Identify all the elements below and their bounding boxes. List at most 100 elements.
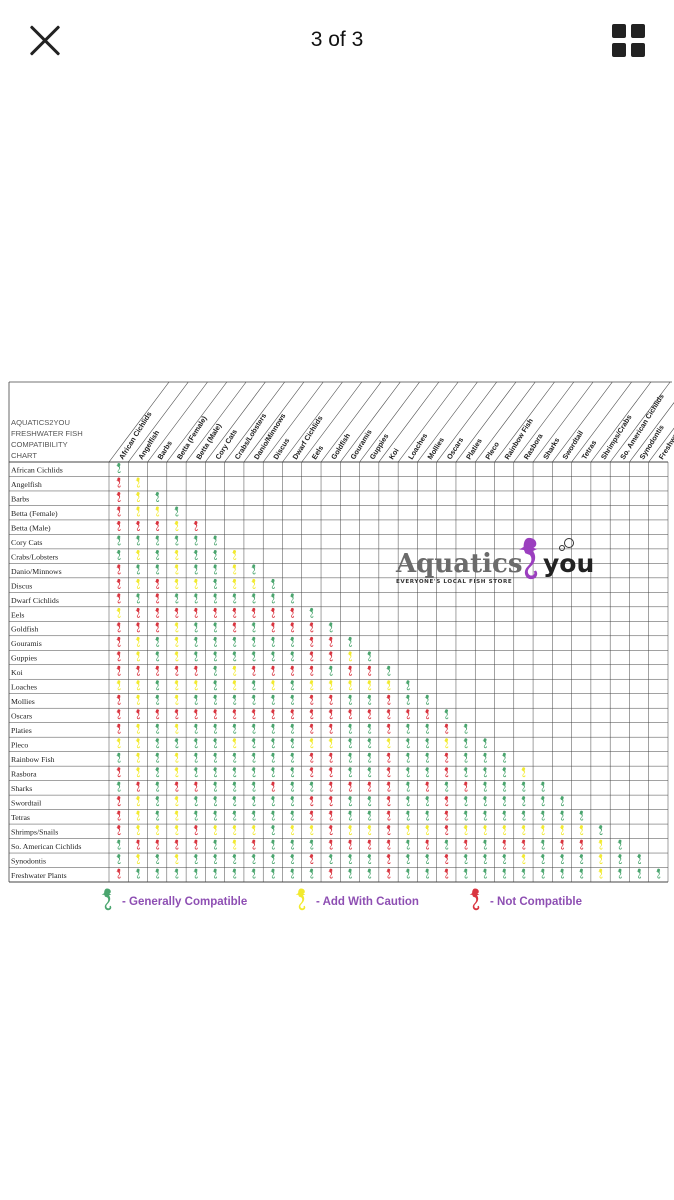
- compatibility-cell: [308, 752, 314, 763]
- seahorse-icon: [519, 537, 538, 580]
- compatibility-cell: [174, 854, 179, 865]
- compatibility-cell: [154, 738, 160, 749]
- compatibility-cell: [174, 723, 179, 734]
- compatibility-cell: [116, 665, 121, 676]
- row-label: Dwarf Cichlids: [11, 596, 59, 605]
- header-divider: [147, 381, 208, 463]
- compatibility-cell: [328, 723, 333, 734]
- compatibility-cell: [251, 622, 256, 633]
- compatibility-cell: [405, 839, 410, 850]
- compatibility-cell: [154, 709, 160, 720]
- compatibility-cell: [174, 622, 179, 633]
- compatibility-cell: [578, 854, 584, 865]
- compatibility-cell: [212, 564, 217, 575]
- compatibility-cell: [251, 810, 256, 821]
- compatibility-cell: [193, 578, 198, 589]
- logo-text: Aquatics: [395, 549, 522, 579]
- compatibility-cell: [116, 738, 121, 749]
- compatibility-cell: [386, 738, 391, 749]
- compatibility-cell: [193, 738, 198, 749]
- header-divider: [513, 381, 575, 463]
- compatibility-cell: [251, 839, 256, 850]
- grid-icon[interactable]: [612, 24, 645, 57]
- compatibility-cell: [308, 825, 314, 836]
- compatibility-cell: [328, 738, 333, 749]
- compatibility-cell: [116, 825, 121, 836]
- compatibility-cell: [231, 636, 237, 647]
- compatibility-cell: [231, 796, 237, 807]
- compatibility-cell: [116, 767, 121, 778]
- compatibility-cell: [231, 549, 237, 560]
- compatibility-cell: [578, 868, 584, 879]
- compatibility-cell: [366, 752, 372, 763]
- compatibility-cell: [193, 520, 198, 531]
- compatibility-cell: [154, 810, 160, 821]
- chart-title-line: FRESHWATER FISH: [11, 429, 83, 438]
- header-divider: [648, 427, 674, 463]
- compatibility-cell: [116, 709, 121, 720]
- compatibility-cell: [366, 854, 372, 865]
- compatibility-cell: [174, 520, 179, 531]
- compatibility-cell: [578, 810, 584, 821]
- compatibility-cell: [231, 752, 237, 763]
- compatibility-cell: [386, 825, 391, 836]
- compatibility-cell: [328, 636, 333, 647]
- compatibility-cell: [328, 680, 333, 691]
- compatibility-cell: [154, 825, 160, 836]
- compatibility-cell: [463, 810, 468, 821]
- compatibility-cell: [270, 868, 275, 879]
- compatibility-cell: [212, 709, 217, 720]
- row-label: Shrimps/Snails: [11, 827, 58, 836]
- header-divider: [609, 381, 671, 463]
- compatibility-cell: [366, 825, 372, 836]
- compatibility-cell: [559, 810, 564, 821]
- compatibility-cell: [270, 593, 275, 604]
- compatibility-cell: [366, 796, 372, 807]
- compatibility-cell: [193, 564, 198, 575]
- row-label: Crabs/Lobsters: [11, 552, 58, 561]
- compatibility-cell: [328, 810, 333, 821]
- row-label: Koi: [11, 668, 24, 677]
- compatibility-cell: [154, 839, 160, 850]
- compatibility-cell: [270, 810, 275, 821]
- compatibility-cell: [212, 535, 217, 546]
- compatibility-cell: [328, 825, 333, 836]
- compatibility-cell: [193, 607, 198, 618]
- compatibility-cell: [559, 854, 564, 865]
- seahorse-yellow-icon: [295, 888, 306, 911]
- chart-legend: - Generally Compatible - Add With Cautio…: [0, 884, 674, 920]
- header-divider: [552, 381, 613, 463]
- header-divider: [359, 381, 420, 463]
- compatibility-cell: [347, 810, 352, 821]
- compatibility-cell: [308, 651, 314, 662]
- header-divider: [571, 381, 632, 463]
- compatibility-cell: [386, 694, 391, 705]
- header-divider: [128, 381, 189, 463]
- compatibility-cell: [443, 839, 449, 850]
- compatibility-cell: [463, 723, 468, 734]
- seahorse-green-icon: [101, 888, 112, 911]
- compatibility-cell: [386, 752, 391, 763]
- compatibility-cell: [154, 506, 160, 517]
- compatibility-cell: [154, 535, 160, 546]
- compatibility-cell: [231, 767, 237, 778]
- row-label: Oscars: [11, 712, 32, 721]
- compatibility-cell: [521, 839, 526, 850]
- compatibility-cell: [212, 593, 217, 604]
- row-label: Tetras: [11, 813, 30, 822]
- compatibility-cell: [289, 694, 295, 705]
- compatibility-cell: [135, 607, 140, 618]
- compatibility-cell: [482, 839, 487, 850]
- compatibility-cell: [559, 868, 564, 879]
- row-label: Betta (Female): [11, 509, 58, 518]
- compatibility-cell: [559, 796, 564, 807]
- compatibility-cell: [251, 694, 256, 705]
- compatibility-cell: [328, 694, 333, 705]
- compatibility-cell: [308, 622, 314, 633]
- compatibility-cell: [270, 578, 275, 589]
- compatibility-cell: [443, 767, 449, 778]
- compatibility-cell: [521, 767, 526, 778]
- compatibility-cell: [482, 796, 487, 807]
- compatibility-cell: [482, 767, 487, 778]
- compatibility-cell: [135, 651, 140, 662]
